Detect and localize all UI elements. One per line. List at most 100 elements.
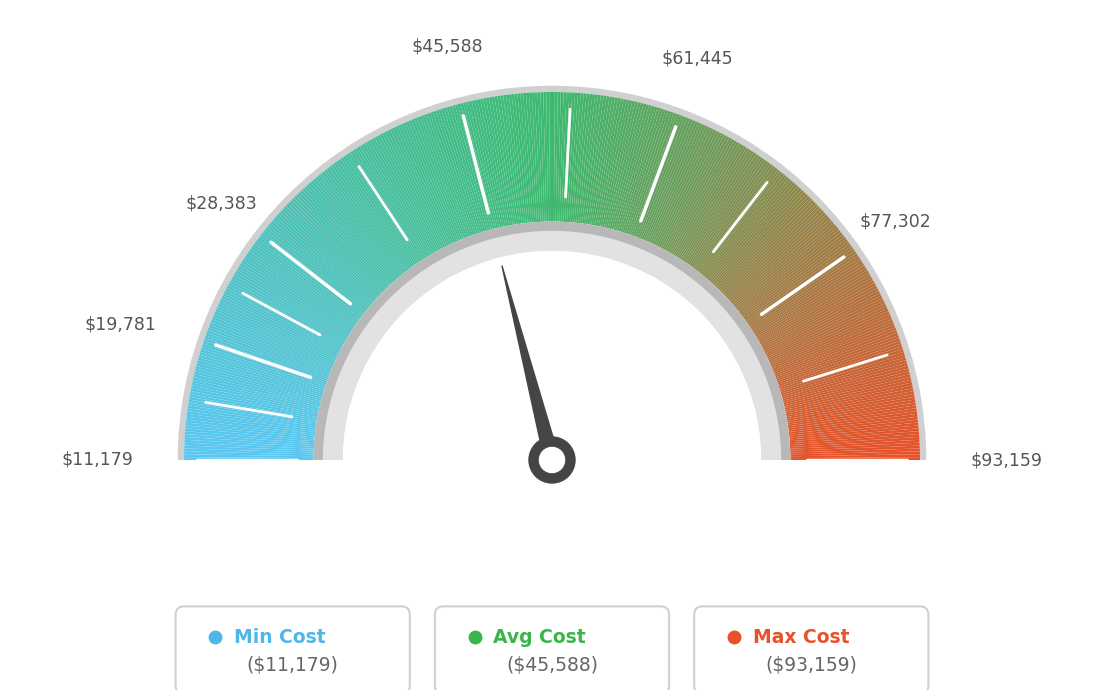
Wedge shape	[195, 366, 321, 401]
Wedge shape	[772, 317, 892, 368]
Wedge shape	[785, 380, 912, 410]
Wedge shape	[541, 92, 546, 221]
Wedge shape	[477, 99, 506, 226]
Wedge shape	[789, 431, 920, 443]
Wedge shape	[764, 290, 880, 352]
Wedge shape	[696, 166, 775, 270]
Wedge shape	[754, 265, 866, 335]
Wedge shape	[226, 285, 342, 348]
Wedge shape	[422, 115, 469, 237]
Wedge shape	[741, 235, 845, 315]
Wedge shape	[327, 168, 407, 272]
Wedge shape	[620, 108, 660, 232]
Wedge shape	[358, 146, 427, 258]
Wedge shape	[251, 246, 358, 323]
Wedge shape	[184, 440, 314, 449]
Wedge shape	[784, 371, 910, 404]
Wedge shape	[378, 135, 440, 250]
Wedge shape	[221, 298, 338, 357]
Wedge shape	[775, 330, 898, 377]
Wedge shape	[782, 363, 907, 399]
Wedge shape	[781, 355, 905, 393]
Wedge shape	[469, 101, 500, 228]
Wedge shape	[675, 145, 744, 257]
Wedge shape	[639, 118, 690, 239]
Wedge shape	[300, 190, 390, 286]
Wedge shape	[753, 263, 864, 334]
Wedge shape	[760, 280, 874, 345]
Wedge shape	[743, 239, 848, 318]
Wedge shape	[546, 92, 550, 221]
Wedge shape	[686, 156, 762, 264]
Wedge shape	[755, 268, 868, 337]
Wedge shape	[184, 448, 314, 455]
Wedge shape	[788, 411, 917, 430]
Wedge shape	[730, 215, 828, 302]
Wedge shape	[223, 293, 340, 353]
Wedge shape	[200, 352, 325, 392]
Wedge shape	[194, 368, 321, 402]
Wedge shape	[364, 141, 433, 255]
Wedge shape	[236, 268, 349, 337]
Wedge shape	[777, 341, 901, 384]
Text: ($93,159): ($93,159)	[765, 656, 857, 676]
Wedge shape	[790, 443, 920, 451]
Wedge shape	[763, 288, 879, 350]
Wedge shape	[455, 104, 491, 230]
Wedge shape	[595, 98, 620, 226]
Wedge shape	[466, 101, 498, 228]
Wedge shape	[721, 200, 815, 293]
Wedge shape	[671, 141, 740, 255]
Wedge shape	[425, 114, 471, 237]
Wedge shape	[433, 111, 477, 235]
Wedge shape	[591, 97, 615, 225]
Wedge shape	[224, 290, 340, 352]
Wedge shape	[372, 137, 437, 252]
FancyBboxPatch shape	[435, 607, 669, 690]
Wedge shape	[729, 213, 826, 301]
Wedge shape	[230, 280, 344, 345]
Wedge shape	[238, 265, 350, 335]
Wedge shape	[314, 221, 790, 460]
Wedge shape	[320, 172, 403, 275]
Text: ($45,588): ($45,588)	[506, 656, 598, 676]
Wedge shape	[613, 104, 649, 230]
Wedge shape	[318, 175, 402, 276]
Wedge shape	[773, 322, 894, 372]
Wedge shape	[745, 244, 851, 322]
Wedge shape	[622, 108, 664, 233]
Wedge shape	[257, 237, 362, 317]
Wedge shape	[760, 277, 873, 344]
Wedge shape	[309, 182, 395, 282]
Wedge shape	[565, 92, 575, 222]
Wedge shape	[790, 451, 920, 456]
Text: $61,445: $61,445	[661, 50, 733, 68]
Wedge shape	[484, 98, 509, 226]
Wedge shape	[609, 103, 644, 229]
Wedge shape	[789, 422, 919, 437]
Wedge shape	[604, 101, 635, 228]
Wedge shape	[322, 171, 404, 274]
Wedge shape	[774, 327, 896, 376]
Wedge shape	[689, 159, 766, 266]
Wedge shape	[262, 232, 364, 314]
Wedge shape	[184, 454, 314, 458]
Wedge shape	[193, 374, 320, 406]
Wedge shape	[769, 311, 890, 365]
Wedge shape	[235, 270, 348, 339]
Wedge shape	[282, 208, 379, 298]
Wedge shape	[769, 308, 889, 364]
Wedge shape	[464, 102, 497, 228]
Wedge shape	[471, 100, 502, 228]
Wedge shape	[772, 319, 893, 371]
Wedge shape	[631, 112, 677, 236]
Wedge shape	[184, 451, 314, 456]
Wedge shape	[440, 108, 482, 233]
Wedge shape	[520, 93, 533, 223]
Wedge shape	[569, 93, 581, 222]
Wedge shape	[688, 157, 764, 265]
Wedge shape	[787, 402, 916, 424]
Wedge shape	[598, 99, 627, 226]
Wedge shape	[582, 95, 601, 224]
Wedge shape	[787, 400, 915, 423]
